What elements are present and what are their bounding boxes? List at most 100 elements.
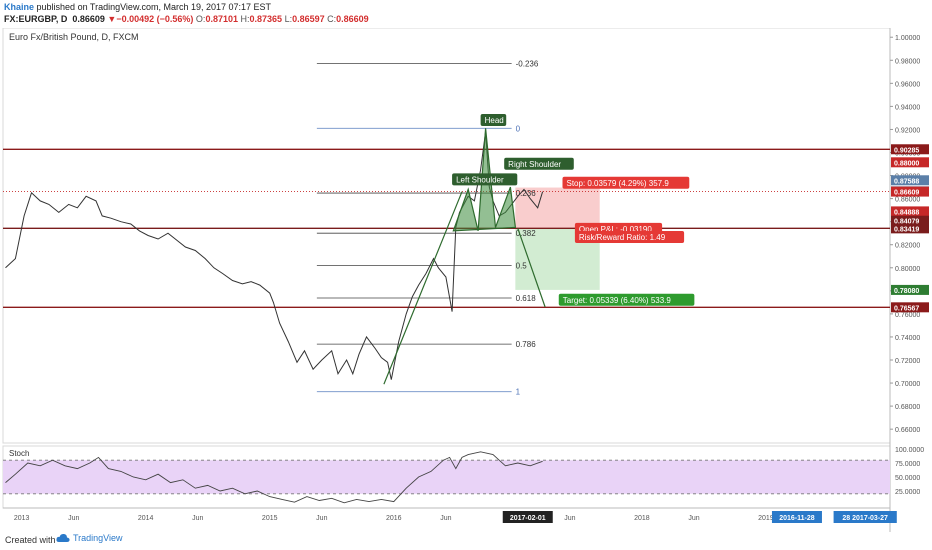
fib-level-label: -0.236	[516, 60, 539, 69]
price-tag-bg	[891, 302, 929, 313]
y-tick-label: 0.82000	[895, 243, 920, 250]
risk-reward-label: Risk/Reward Ratio: 1.49	[579, 233, 666, 242]
stoch-tick-label: 75.0000	[895, 461, 920, 468]
price-change: −0.00492 (−0.56%)	[116, 14, 194, 24]
x-tick-label: 2016-11-28	[779, 515, 815, 522]
price-tag-bg	[891, 186, 929, 197]
tradingview-brand: TradingView	[73, 533, 123, 543]
stop-label: Stop: 0.03579 (4.29%) 357.9	[566, 179, 669, 188]
x-tick-label: 2019	[758, 515, 774, 522]
time-tag-bg	[502, 511, 553, 523]
y-tick-label: 0.72000	[895, 358, 920, 365]
cloud-icon	[56, 533, 70, 542]
y-tick-label: 0.98000	[895, 58, 920, 65]
high-label: H:	[240, 14, 250, 24]
x-tick-label: Jun	[440, 515, 451, 522]
y-tick-label: 0.96000	[895, 81, 920, 88]
price-tag-bg	[891, 223, 929, 234]
price-tag: 0.90285	[894, 147, 919, 154]
last-price: 0.86609	[72, 14, 105, 24]
x-tick-label: 2015	[262, 515, 278, 522]
x-tick-label: 2016	[386, 515, 402, 522]
stoch-band-fill	[3, 460, 890, 494]
price-tag: 0.84888	[894, 209, 919, 216]
x-tick-label: 2018	[634, 515, 650, 522]
stoch-tick-label: 25.0000	[895, 489, 920, 496]
time-tag-bg	[771, 511, 822, 523]
chart-header: Khaine published on TradingView.com, Mar…	[0, 0, 932, 28]
close-label: C:	[327, 14, 337, 24]
created-with-text: Created with	[5, 535, 56, 545]
x-tick-label: Jun	[564, 515, 575, 522]
fib-level-label: 0.382	[516, 229, 537, 238]
stop-label-bg	[562, 176, 690, 189]
fib-level-label: 0.236	[516, 189, 537, 198]
target-label: Target: 0.05339 (6.40%) 533.9	[563, 296, 672, 305]
price-chart[interactable]: Euro Fx/British Pound, D, FXCM 1.00000 0.9…	[0, 28, 932, 532]
y-tick-label: 0.74000	[895, 335, 920, 342]
fib-level-label: 0.786	[516, 340, 537, 349]
stoch-tick-label: 50.0000	[895, 475, 920, 482]
price-tag-bg	[891, 175, 929, 186]
fib-level-label: 0	[516, 124, 521, 133]
x-tick-label: Jun	[68, 515, 79, 522]
x-tick-label: Jun	[688, 515, 699, 522]
high-value: 0.87365	[249, 14, 283, 24]
x-tick-label: 28 2017-03-27	[842, 515, 888, 522]
projection-line	[517, 228, 546, 308]
price-tag: 0.86609	[894, 190, 919, 197]
open-value: 0.87101	[205, 14, 238, 24]
footer: Created with TradingView	[0, 532, 932, 550]
fib-level-label: 0.5	[516, 262, 528, 271]
down-arrow-icon: ▼	[107, 14, 117, 24]
x-tick-label: 2014	[138, 515, 154, 522]
price-tag: 0.87588	[894, 178, 919, 185]
y-tick-label: 0.92000	[895, 127, 920, 134]
left-shoulder-label: Left Shoulder	[456, 175, 504, 184]
publish-info: published on TradingView.com, March 19, …	[36, 2, 272, 12]
price-tag-bg	[891, 284, 929, 295]
right-shoulder-label: Right Shoulder	[508, 160, 561, 169]
uptrend-line	[383, 191, 463, 385]
stop-zone	[515, 187, 600, 229]
price-series-line	[5, 131, 544, 380]
y-tick-label: 1.00000	[895, 35, 920, 42]
price-tag-bg	[891, 206, 929, 217]
pnl-label: Open P&L: -0.03190	[579, 225, 652, 234]
risk-reward-label-bg	[574, 230, 685, 243]
head-label: Head	[485, 116, 504, 125]
price-tag-bg	[891, 157, 929, 168]
price-tag: 0.76567	[894, 305, 919, 312]
x-tick-label: Jun	[316, 515, 327, 522]
author-name[interactable]: Khaine	[4, 2, 35, 12]
symbol-name: FX:EURGBP, D	[4, 14, 68, 24]
x-tick-label: 2017-02-01	[510, 515, 546, 522]
right-shoulder-label-bg	[504, 157, 574, 170]
target-label-bg	[558, 293, 695, 306]
tradingview-logo[interactable]: TradingView	[56, 533, 123, 543]
low-label: L:	[284, 14, 293, 24]
price-tag-bg	[891, 215, 929, 226]
main-pane	[2, 28, 891, 444]
chart-title: Euro Fx/British Pound, D, FXCM	[9, 32, 139, 42]
fib-level-label: 0.618	[516, 294, 537, 303]
fib-level-label: 1	[516, 388, 521, 397]
low-value: 0.86597	[292, 14, 325, 24]
price-tag: 0.83419	[894, 226, 919, 233]
y-tick-label: 0.80000	[895, 266, 920, 273]
publish-line: Khaine published on TradingView.com, Mar…	[4, 2, 271, 12]
y-tick-label: 0.86000	[895, 197, 920, 204]
left-shoulder-label-bg	[452, 173, 518, 186]
stoch-k-line	[5, 451, 543, 504]
open-label: O:	[195, 14, 206, 24]
price-tag-bg	[891, 144, 929, 155]
symbol-line: FX:EURGBP, D 0.86609 ▼−0.00492 (−0.56%) …	[4, 14, 369, 24]
head-label-bg	[480, 113, 507, 126]
y-tick-label: 0.76000	[895, 312, 920, 319]
y-tick-label: 0.66000	[895, 427, 920, 434]
price-tag: 0.84079	[894, 219, 919, 226]
close-value: 0.86609	[336, 14, 369, 24]
stoch-tick-label: 100.0000	[895, 447, 924, 454]
x-tick-label: 2013	[14, 515, 30, 522]
y-tick-label: 0.68000	[895, 404, 920, 411]
